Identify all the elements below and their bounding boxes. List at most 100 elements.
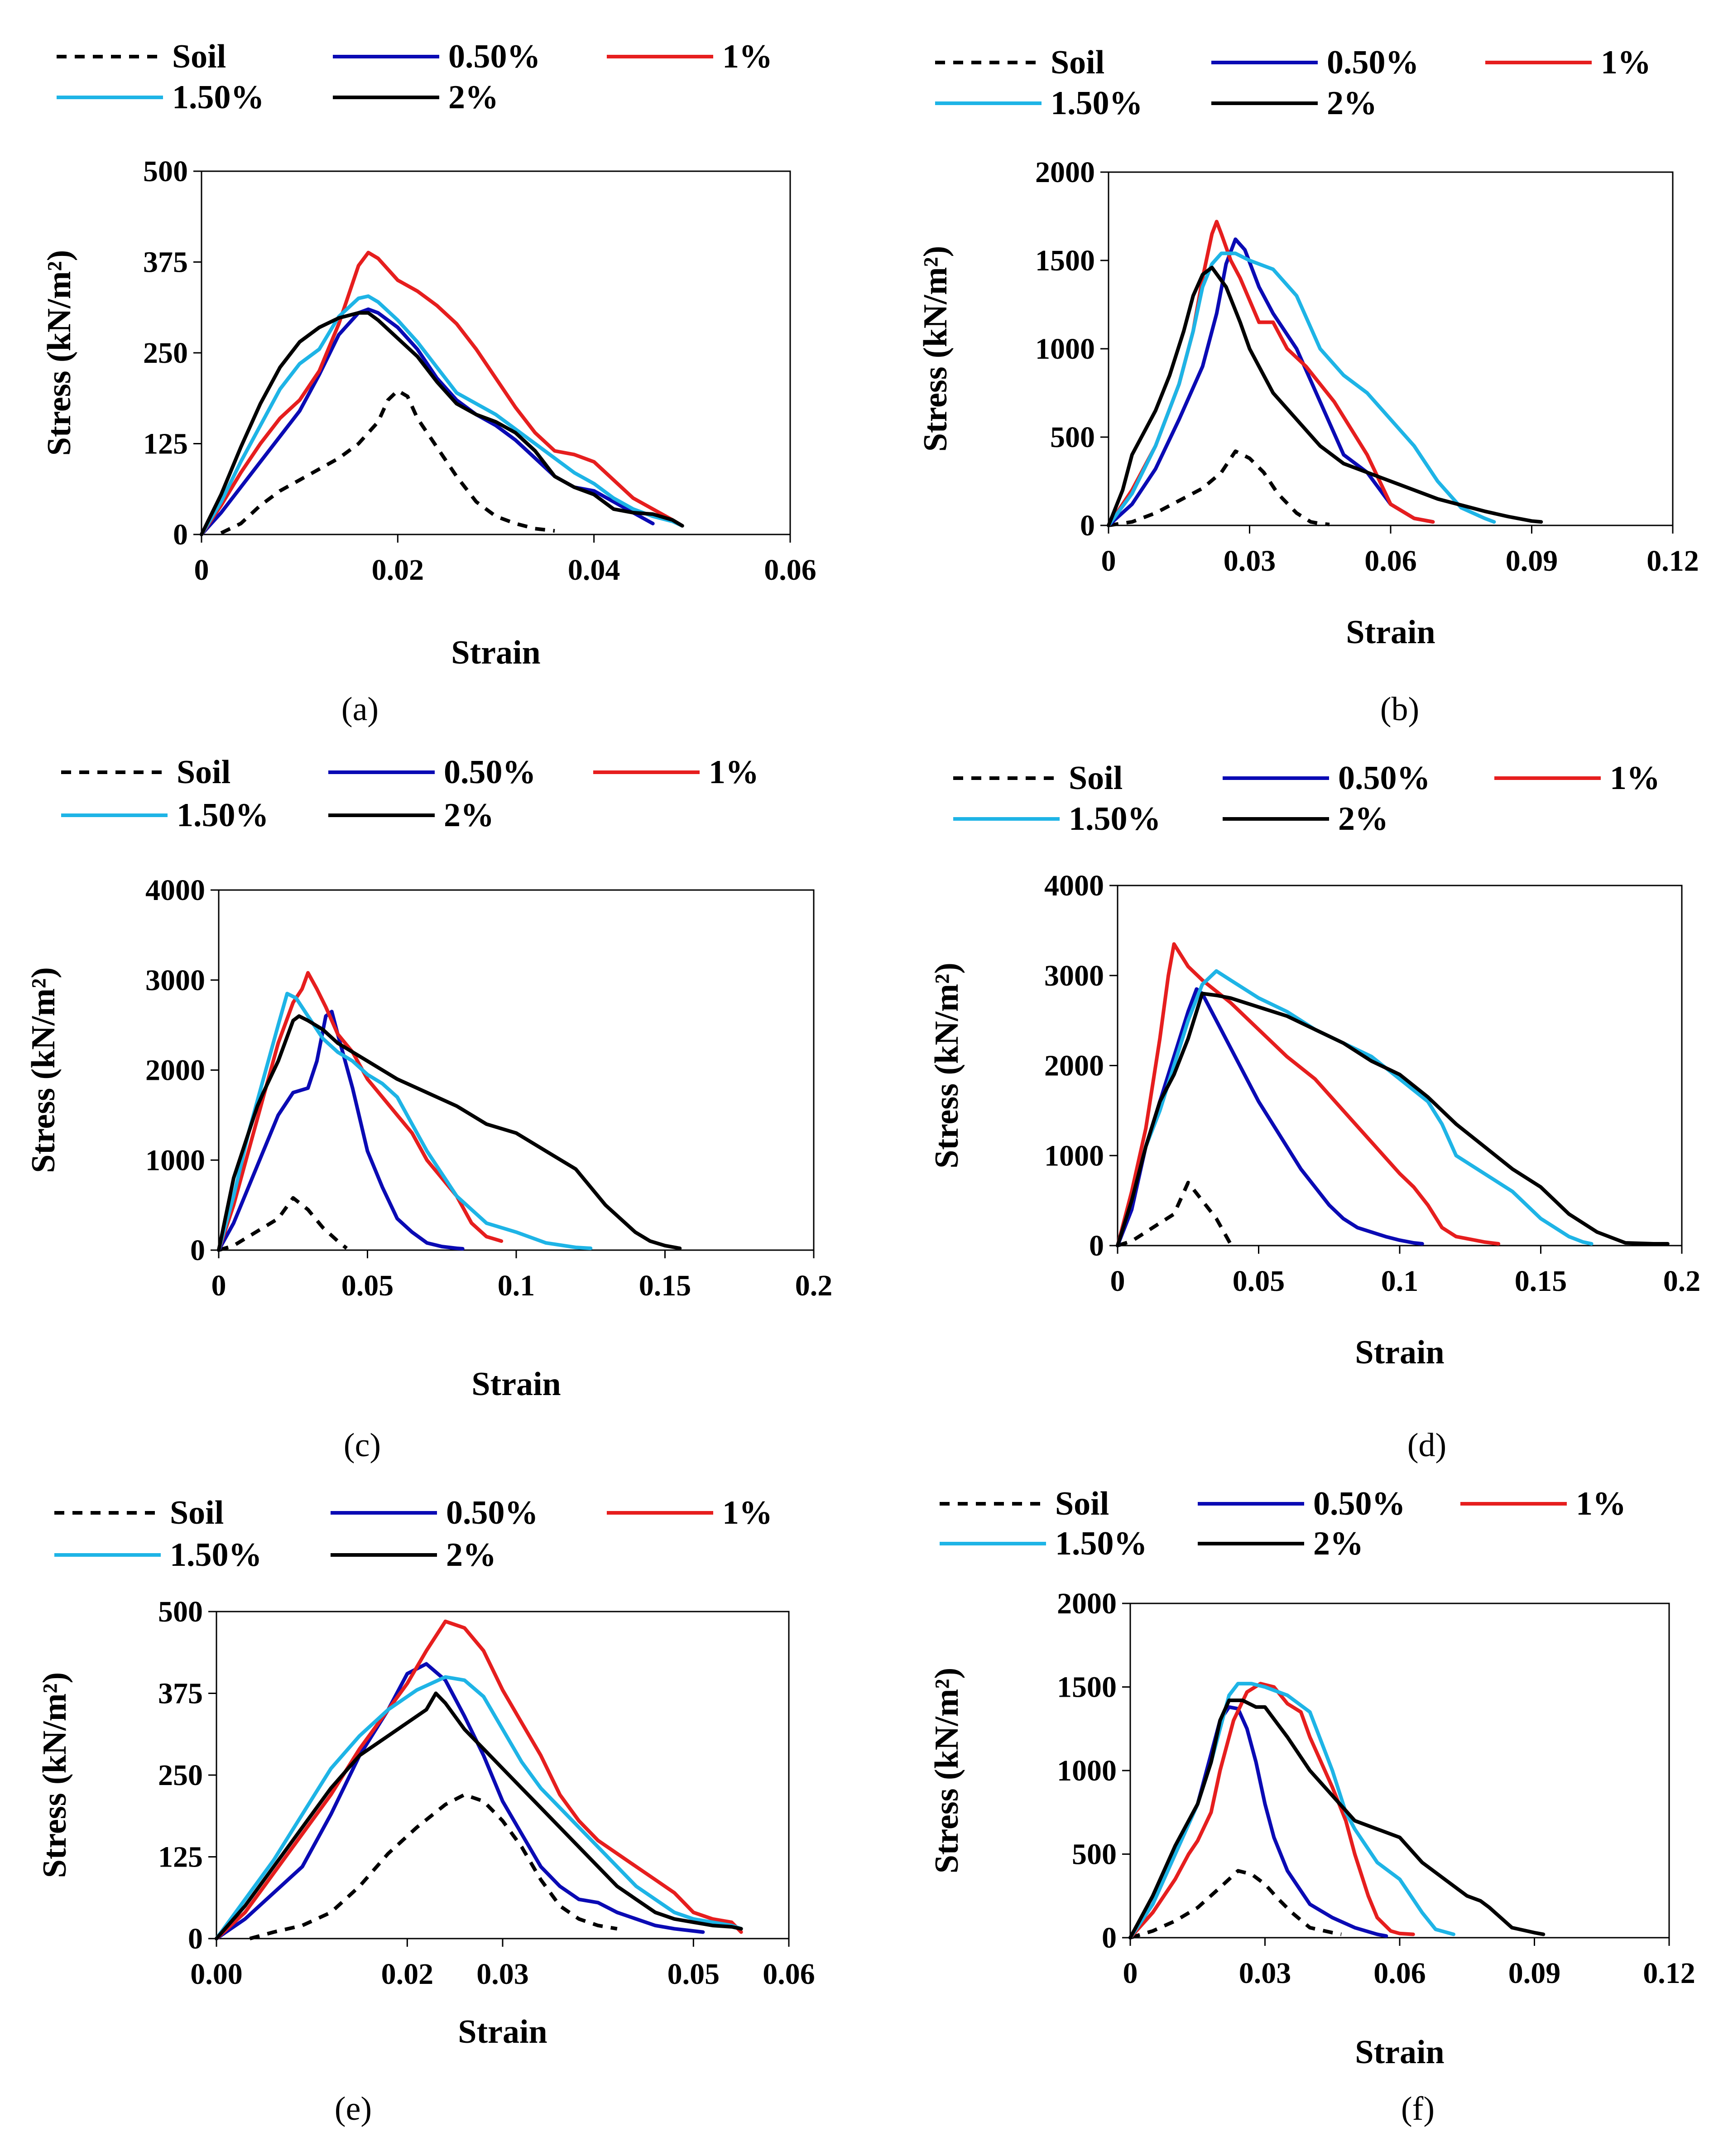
legend: Soil 0.50% 1% 1.50% 2%	[940, 1485, 1626, 1562]
series-line-1	[217, 971, 504, 1252]
y-tick-label: 2000	[1035, 156, 1095, 189]
x-tick-label: 0.06	[1373, 1957, 1426, 1990]
legend-label: 1%	[709, 754, 759, 791]
series-line-150	[217, 991, 593, 1252]
y-tick-label: 0	[1102, 1921, 1117, 1954]
x-tick-label: 0	[1101, 544, 1116, 578]
y-axis-title: Stress (kN/m²)	[25, 967, 62, 1173]
plot-area-frame	[1129, 1603, 1670, 1939]
y-tick-label: 0	[1089, 1229, 1104, 1262]
x-tick-label: 0.05	[667, 1958, 720, 1991]
legend-label: 1.50%	[177, 797, 269, 834]
series-line-2	[200, 311, 684, 536]
legend-label: 2%	[1327, 85, 1377, 122]
legend-label: Soil	[1055, 1485, 1109, 1522]
legend: Soil 0.50% 1% 1.50% 2%	[61, 754, 759, 834]
x-axis-title: Strain	[451, 634, 540, 671]
legend-label: 1%	[1610, 760, 1660, 797]
panel-caption: (e)	[335, 2090, 372, 2127]
panel-caption: (c)	[344, 1427, 381, 1464]
x-axis-title: Strain	[458, 2013, 547, 2050]
y-tick-label: 1500	[1057, 1671, 1117, 1704]
series-line-soil	[249, 1793, 618, 1940]
plot-area-frame	[216, 1611, 790, 1939]
x-tick-label: 0.1	[1381, 1265, 1419, 1298]
y-tick-label: 0	[173, 518, 188, 551]
series-line-150	[215, 1675, 743, 1940]
y-tick-label: 1000	[145, 1144, 205, 1177]
y-tick-label: 375	[143, 246, 188, 279]
x-tick-label: 0	[1123, 1957, 1138, 1990]
y-tick-label: 500	[143, 155, 188, 188]
x-tick-label: 0.09	[1508, 1957, 1561, 1990]
x-tick-label: 0.05	[1233, 1265, 1285, 1298]
legend-label: 2%	[446, 1536, 496, 1574]
chart-panel-a: 0 125 250 375 500 0 0.02 0.04 0.06 Strain Stress (…	[41, 38, 816, 728]
y-tick-label: 250	[158, 1759, 203, 1792]
y-tick-label: 125	[158, 1841, 203, 1874]
x-axis-title: Strain	[1355, 2034, 1444, 2071]
y-tick-label: 1500	[1035, 244, 1095, 277]
series-line-soil	[1129, 1869, 1342, 1939]
y-tick-label: 500	[158, 1595, 203, 1628]
x-axis-title: Strain	[1346, 614, 1435, 651]
x-tick-label: 0.06	[764, 553, 816, 587]
x-tick-label: 0.03	[476, 1958, 529, 1991]
plot-area-frame	[218, 889, 815, 1251]
x-tick-label: 0.2	[1663, 1265, 1701, 1298]
series-line-2	[217, 1014, 682, 1252]
series-line-050	[1116, 987, 1424, 1247]
panel-caption: (f)	[1401, 2090, 1435, 2127]
x-tick-label: 0.1	[498, 1269, 535, 1302]
y-tick-label: 2000	[145, 1054, 205, 1087]
legend-label: 0.50%	[444, 754, 536, 791]
y-tick-label: 500	[1050, 421, 1095, 454]
legend-label: 1%	[1601, 44, 1651, 81]
x-tick-label: 0.05	[341, 1269, 394, 1302]
y-tick-label: 2000	[1044, 1049, 1104, 1083]
y-tick-label: 1000	[1044, 1139, 1104, 1172]
legend-label: 1.50%	[1051, 85, 1143, 122]
y-tick-label: 375	[158, 1677, 203, 1710]
panel-caption: (a)	[341, 691, 379, 728]
chart-panel-d: 0 1000 2000 3000 4000 0 0.05 0.1 0.15 0.2 Strain St…	[928, 760, 1700, 1464]
series-line-050	[215, 1662, 705, 1940]
x-tick-label: 0.02	[372, 553, 424, 587]
legend-label: 1.50%	[172, 79, 264, 116]
series-line-050	[217, 1010, 465, 1252]
x-axis-title: Strain	[471, 1366, 561, 1403]
legend-label: 0.50%	[1338, 760, 1430, 797]
y-axis-title: Stress (kN/m²)	[36, 1672, 73, 1878]
x-tick-label: 0.04	[568, 553, 620, 587]
y-tick-label: 0	[188, 1922, 203, 1955]
y-tick-label: 0	[1080, 509, 1095, 542]
x-tick-label: 0.03	[1239, 1957, 1291, 1990]
series-line-1	[1116, 942, 1501, 1247]
legend: Soil 0.50% 1% 1.50% 2%	[57, 38, 773, 116]
x-tick-label: 0.02	[381, 1958, 434, 1991]
y-tick-label: 4000	[1044, 869, 1104, 902]
legend-label: 1.50%	[170, 1536, 262, 1574]
series-line-050	[1107, 237, 1435, 527]
x-tick-label: 0.03	[1224, 544, 1276, 578]
x-tick-label: 0.12	[1646, 544, 1699, 578]
x-tick-label: 0	[194, 553, 209, 587]
x-tick-label: 0.06	[763, 1958, 815, 1991]
panel-caption: (d)	[1407, 1427, 1446, 1464]
legend-label: Soil	[1069, 760, 1123, 797]
series-line-2	[215, 1691, 743, 1940]
plot-area-frame	[1108, 171, 1674, 526]
plot-area-frame	[1117, 885, 1683, 1246]
legend: Soil 0.50% 1% 1.50% 2%	[54, 1494, 773, 1574]
y-tick-label: 1000	[1057, 1754, 1117, 1787]
legend-label: 2%	[1313, 1525, 1363, 1562]
series-line-soil	[220, 389, 555, 535]
x-tick-label: 0.09	[1506, 544, 1558, 578]
legend-label: 0.50%	[446, 1494, 538, 1531]
panel-caption: (b)	[1380, 691, 1419, 728]
legend-label: Soil	[172, 38, 226, 75]
legend-label: 0.50%	[1327, 44, 1419, 81]
x-tick-label: 0.06	[1364, 544, 1417, 578]
y-tick-label: 2000	[1057, 1587, 1117, 1620]
